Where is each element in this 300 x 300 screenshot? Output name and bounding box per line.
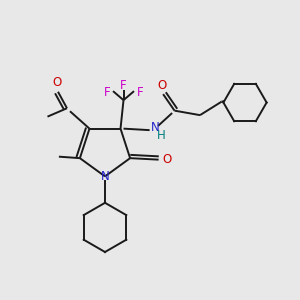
Text: N: N	[100, 170, 109, 183]
Text: O: O	[162, 153, 172, 166]
Text: N: N	[151, 121, 159, 134]
Text: F: F	[104, 86, 110, 99]
Text: F: F	[120, 79, 127, 92]
Text: O: O	[157, 79, 166, 92]
Text: H: H	[157, 129, 166, 142]
Text: O: O	[52, 76, 62, 89]
Text: F: F	[137, 86, 143, 99]
